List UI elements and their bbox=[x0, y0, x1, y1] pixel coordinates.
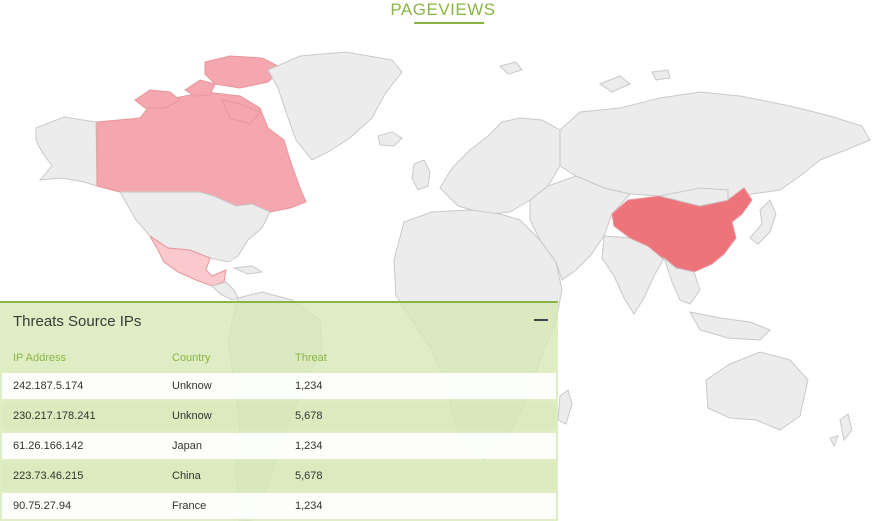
country-madagascar[interactable] bbox=[557, 389, 573, 425]
country-usa-alaska[interactable] bbox=[35, 116, 98, 187]
table-row[interactable]: 230.217.178.241 Unknow 5,678 bbox=[2, 403, 556, 429]
country-mexico[interactable] bbox=[149, 235, 227, 287]
title-underline bbox=[414, 22, 484, 24]
country-cell: China bbox=[172, 470, 201, 482]
column-header-threat: Threat bbox=[295, 352, 327, 364]
collapse-button[interactable] bbox=[532, 311, 550, 329]
country-greenland[interactable] bbox=[267, 51, 403, 161]
threat-cell: 5,678 bbox=[295, 410, 323, 422]
ip-cell: 242.187.5.174 bbox=[13, 380, 84, 392]
table-row[interactable]: 61.26.166.142 Japan 1,234 bbox=[2, 433, 556, 459]
threat-cell: 1,234 bbox=[295, 440, 323, 452]
country-canada-islands[interactable] bbox=[134, 55, 283, 125]
country-new-zealand[interactable] bbox=[829, 413, 853, 448]
region-southeast-asia[interactable] bbox=[662, 256, 771, 341]
island-arctic-russia[interactable] bbox=[598, 69, 671, 93]
table-row[interactable]: 90.75.27.94 France 1,234 bbox=[2, 493, 556, 519]
country-australia[interactable] bbox=[705, 351, 809, 431]
threats-table: 242.187.5.174 Unknow 1,234 230.217.178.2… bbox=[2, 373, 556, 521]
country-japan[interactable] bbox=[749, 199, 777, 245]
country-iceland[interactable] bbox=[377, 131, 403, 147]
threat-cell: 5,678 bbox=[295, 470, 323, 482]
threat-cell: 1,234 bbox=[295, 500, 323, 512]
island-svalbard[interactable] bbox=[499, 61, 523, 75]
column-header-country: Country bbox=[172, 352, 211, 364]
column-header-ip: IP Address bbox=[13, 352, 66, 364]
country-uk[interactable] bbox=[411, 159, 431, 191]
ip-cell: 223.73.46.215 bbox=[13, 470, 84, 482]
minus-icon bbox=[534, 319, 548, 321]
ip-cell: 90.75.27.94 bbox=[13, 500, 72, 512]
country-mongolia[interactable] bbox=[659, 187, 729, 207]
threats-source-panel: Threats Source IPs IP Address Country Th… bbox=[0, 301, 558, 521]
country-cell: Unknow bbox=[172, 410, 212, 422]
ip-cell: 230.217.178.241 bbox=[13, 410, 96, 422]
country-cell: France bbox=[172, 500, 207, 512]
country-cell: Unknow bbox=[172, 380, 212, 392]
ip-cell: 61.26.166.142 bbox=[13, 440, 84, 452]
page-title: PAGEVIEWS bbox=[390, 0, 496, 19]
panel-title: Threats Source IPs bbox=[13, 313, 142, 330]
region-middle-east[interactable] bbox=[529, 175, 631, 281]
table-row[interactable]: 223.73.46.215 China 5,678 bbox=[2, 463, 556, 489]
threat-cell: 1,234 bbox=[295, 380, 323, 392]
country-cell: Japan bbox=[172, 440, 202, 452]
table-row[interactable]: 242.187.5.174 Unknow 1,234 bbox=[2, 373, 556, 399]
